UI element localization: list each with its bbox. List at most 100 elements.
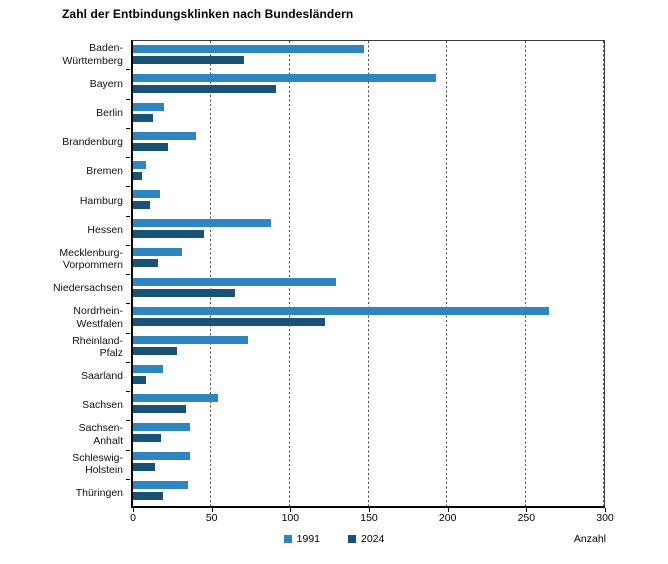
legend-item-2024: 2024 xyxy=(348,533,384,545)
legend-label-1991: 1991 xyxy=(296,533,320,545)
x-axis-tick-150 xyxy=(369,508,370,512)
bar-group-13 xyxy=(133,419,604,448)
bar-1991-2 xyxy=(133,103,165,112)
bar-group-14 xyxy=(133,448,604,477)
y-axis-tick-7 xyxy=(126,244,130,246)
category-label-3: Brandenburg xyxy=(62,136,123,149)
y-axis-tick-12 xyxy=(126,391,130,392)
bar-2024-6 xyxy=(133,230,204,239)
x-axis-tick-100 xyxy=(290,508,292,512)
bar-2024-1 xyxy=(133,85,276,94)
category-label-12: Sachsen xyxy=(82,399,123,412)
y-axis-tick-6 xyxy=(126,215,130,217)
legend-swatch-2024 xyxy=(348,535,356,543)
x-axis-tick-300 xyxy=(605,508,606,512)
y-axis-tick-14 xyxy=(126,449,130,451)
bar-2024-14 xyxy=(133,462,155,471)
y-axis-tick-10 xyxy=(126,332,130,334)
bar-1991-7 xyxy=(133,248,182,257)
bar-1991-3 xyxy=(133,132,196,141)
x-axis-tick-label-50: 50 xyxy=(205,512,218,524)
legend-item-1991: 1991 xyxy=(283,533,320,545)
bar-1991-15 xyxy=(133,480,188,489)
bar-1991-9 xyxy=(133,306,550,315)
gridline-300 xyxy=(603,41,604,506)
category-label-5: Hamburg xyxy=(79,194,123,207)
category-label-6: Hessen xyxy=(87,223,123,236)
category-label-0: Baden- Württemberg xyxy=(62,42,123,67)
legend: 1991 2024 xyxy=(0,533,668,545)
y-axis-tick-9 xyxy=(126,303,130,305)
bar-group-3 xyxy=(133,128,604,157)
y-axis-tick-15 xyxy=(126,478,130,480)
x-axis-tick-200 xyxy=(447,508,449,512)
bar-2024-8 xyxy=(133,288,236,297)
y-axis-category-labels: Baden- Württemberg Bayern Berlin Brandenbur… xyxy=(0,40,126,508)
bar-group-4 xyxy=(133,157,604,186)
category-label-11: Saarland xyxy=(80,370,123,383)
bar-group-15 xyxy=(133,477,604,506)
category-label-1: Bayern xyxy=(89,77,123,90)
bar-1991-11 xyxy=(133,364,163,373)
y-axis-tick-5 xyxy=(126,186,130,188)
chart-title: Zahl der Entbindungsklinken nach Bundesl… xyxy=(62,7,354,21)
bar-2024-3 xyxy=(133,143,168,152)
x-axis-tick-label-0: 0 xyxy=(130,512,136,524)
bar-2024-9 xyxy=(133,317,325,326)
x-axis-tick-label-250: 250 xyxy=(517,512,536,524)
bar-group-0 xyxy=(133,41,604,70)
bar-2024-7 xyxy=(133,259,159,268)
legend-swatch-1991 xyxy=(283,535,292,543)
gridline-50 xyxy=(210,41,212,506)
bar-2024-12 xyxy=(133,404,187,413)
category-label-7: Mecklenburg- Vorpommern xyxy=(59,246,123,272)
bar-group-2 xyxy=(133,99,604,128)
bar-group-12 xyxy=(133,390,604,419)
category-label-13: Sachsen- Anhalt xyxy=(78,422,123,447)
gridlines xyxy=(133,41,604,506)
bar-1991-1 xyxy=(133,74,436,83)
bar-2024-4 xyxy=(133,172,143,181)
bar-1991-5 xyxy=(133,190,160,199)
y-axis-tick-13 xyxy=(126,420,130,422)
bar-group-8 xyxy=(133,274,604,303)
x-axis-tick-label-300: 300 xyxy=(596,512,614,524)
bar-1991-10 xyxy=(133,335,248,344)
x-axis-tick-label-100: 100 xyxy=(281,512,300,524)
bar-rows xyxy=(133,41,604,506)
bar-group-7 xyxy=(133,244,604,273)
category-label-9: Nordrhein- Westfalen xyxy=(73,305,123,330)
bar-1991-8 xyxy=(133,277,336,286)
x-axis-tick-label-200: 200 xyxy=(438,512,457,524)
gridline-200 xyxy=(445,41,447,506)
category-label-8: Niedersachsen xyxy=(52,282,123,295)
bar-group-5 xyxy=(133,186,604,215)
category-label-14: Schleswig- Holstein xyxy=(72,451,123,477)
bar-group-9 xyxy=(133,303,604,332)
gridline-250 xyxy=(524,41,526,506)
legend-label-2024: 2024 xyxy=(361,533,385,545)
category-label-2: Berlin xyxy=(96,106,123,119)
category-label-15: Thüringen xyxy=(75,487,123,500)
bar-2024-0 xyxy=(133,56,245,64)
bar-1991-13 xyxy=(133,422,190,431)
y-axis-tick-4 xyxy=(126,157,130,158)
bar-group-10 xyxy=(133,332,604,361)
y-axis-tick-11 xyxy=(126,361,130,363)
y-axis-tick-3 xyxy=(126,127,130,129)
y-axis-tick-1 xyxy=(126,69,130,71)
bar-2024-10 xyxy=(133,346,177,355)
bar-2024-13 xyxy=(133,433,162,442)
x-axis-tick-250 xyxy=(526,508,528,512)
x-axis-tick-label-150: 150 xyxy=(360,512,378,524)
category-label-4: Bremen xyxy=(86,165,123,178)
bar-2024-11 xyxy=(133,375,146,384)
x-axis-tick-0 xyxy=(133,508,134,512)
gridline-150 xyxy=(367,41,369,506)
x-axis-title: Anzahl xyxy=(573,533,606,545)
y-axis-tick-2 xyxy=(126,98,130,100)
bar-2024-2 xyxy=(133,114,154,123)
bar-1991-0 xyxy=(133,45,364,53)
bar-group-1 xyxy=(133,70,604,99)
